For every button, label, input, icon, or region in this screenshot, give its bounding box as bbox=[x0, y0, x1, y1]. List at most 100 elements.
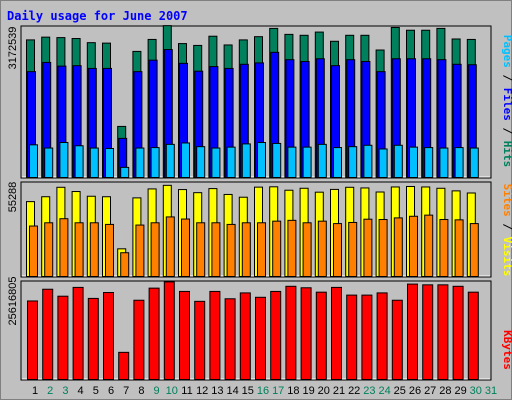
kbytes-bar bbox=[42, 288, 54, 381]
day-tick-label: 3 bbox=[62, 385, 68, 397]
day-tick-label: 1 bbox=[32, 385, 38, 397]
sites-bar bbox=[29, 225, 38, 278]
kbytes-bar bbox=[103, 292, 114, 381]
day-tick-label: 20 bbox=[318, 385, 330, 397]
kbytes-bar bbox=[239, 292, 251, 381]
pages-bar bbox=[439, 147, 449, 179]
day-tick-label: 23 bbox=[363, 385, 375, 397]
kbytes-bar bbox=[467, 291, 479, 381]
pages-bar bbox=[363, 144, 373, 179]
kbytes-bar bbox=[87, 297, 99, 380]
day-tick-label: 17 bbox=[272, 385, 284, 397]
y-max-label-hits: 3172539 bbox=[7, 27, 19, 70]
day-tick-label: 2 bbox=[47, 385, 53, 397]
pages-bar bbox=[105, 148, 114, 178]
kbytes-bar bbox=[270, 290, 282, 380]
sites-bar bbox=[378, 219, 388, 277]
day-tick-label: 26 bbox=[409, 385, 421, 397]
kbytes-bar bbox=[361, 294, 373, 380]
sites-bar bbox=[424, 214, 434, 278]
legend-entry: / bbox=[501, 68, 512, 88]
kbytes-bar bbox=[452, 285, 464, 381]
sites-bar bbox=[211, 222, 221, 278]
y-max-label-visits: 55288 bbox=[7, 182, 19, 213]
legend-entry: KBytes bbox=[501, 330, 512, 370]
legend-entry: Pages bbox=[501, 35, 512, 68]
day-tick-label: 7 bbox=[123, 385, 129, 397]
kbytes-bar bbox=[300, 287, 312, 380]
sites-bar bbox=[89, 222, 99, 278]
pages-bar bbox=[424, 147, 434, 179]
day-tick-label: 28 bbox=[439, 385, 451, 397]
sites-bar bbox=[317, 220, 327, 278]
sites-bar bbox=[74, 222, 84, 278]
day-tick-label: 19 bbox=[302, 385, 314, 397]
pages-bar bbox=[287, 146, 297, 178]
day-tick-label: 4 bbox=[78, 385, 84, 397]
day-tick-label: 22 bbox=[348, 385, 360, 397]
pages-bar bbox=[257, 142, 266, 178]
sites-bar bbox=[333, 223, 342, 278]
pages-bar bbox=[89, 147, 99, 179]
day-tick-label: 25 bbox=[394, 385, 406, 397]
pages-bar bbox=[272, 142, 282, 178]
kbytes-bar bbox=[148, 287, 160, 380]
legend-kbytes: KBytes bbox=[501, 330, 512, 370]
sites-bar bbox=[44, 222, 54, 278]
kbytes-bar bbox=[224, 298, 236, 380]
day-tick-label: 31 bbox=[485, 385, 497, 397]
kbytes-bar bbox=[194, 300, 206, 380]
pages-bar bbox=[348, 146, 358, 179]
sites-bar bbox=[241, 222, 251, 278]
kbytes-bar bbox=[422, 284, 434, 380]
sites-bar bbox=[150, 222, 160, 278]
day-tick-label: 16 bbox=[257, 385, 269, 397]
day-tick-label: 6 bbox=[108, 385, 114, 397]
legend-entry: / bbox=[501, 217, 512, 237]
kbytes-bar bbox=[133, 299, 145, 380]
sites-bar bbox=[439, 219, 449, 277]
pages-bar bbox=[302, 146, 312, 178]
sites-bar bbox=[165, 216, 175, 277]
pages-bar bbox=[29, 144, 38, 178]
day-tick-label: 10 bbox=[166, 385, 178, 397]
day-tick-label: 5 bbox=[93, 385, 99, 397]
day-tick-label: 29 bbox=[454, 385, 466, 397]
day-tick-label: 14 bbox=[226, 385, 238, 397]
pages-bar bbox=[378, 148, 388, 179]
day-tick-label: 21 bbox=[333, 385, 345, 397]
pages-bar bbox=[317, 143, 327, 179]
day-tick-label: 24 bbox=[378, 385, 390, 397]
legend-entry: Sites bbox=[501, 184, 512, 217]
sites-bar bbox=[287, 219, 297, 278]
pages-bar bbox=[120, 166, 130, 178]
sites-bar bbox=[409, 215, 418, 277]
graph-title: Daily usage for June 2007 bbox=[7, 9, 188, 23]
pages-bar bbox=[44, 147, 54, 179]
kbytes-bar bbox=[376, 292, 388, 381]
sites-bar bbox=[196, 222, 206, 278]
kbytes-bar bbox=[407, 283, 418, 380]
legend-entry: Hits bbox=[501, 141, 512, 168]
kbytes-bar bbox=[72, 286, 84, 380]
sites-bar bbox=[393, 217, 403, 277]
sites-bar bbox=[348, 221, 358, 277]
pages-bar bbox=[469, 147, 479, 179]
sites-bar bbox=[181, 218, 190, 278]
kbytes-bar bbox=[346, 294, 358, 380]
day-tick-label: 11 bbox=[181, 385, 192, 397]
pages-bar bbox=[393, 144, 403, 179]
sites-bar bbox=[135, 224, 145, 278]
pages-bar bbox=[211, 147, 221, 179]
kbytes-bar bbox=[209, 290, 221, 380]
sites-bar bbox=[105, 223, 114, 278]
pages-bar bbox=[165, 143, 175, 179]
day-tick-label: 15 bbox=[242, 385, 254, 397]
pages-bar bbox=[226, 146, 236, 178]
kbytes-bar bbox=[285, 285, 297, 381]
pages-bar bbox=[409, 146, 418, 178]
kbytes-bar bbox=[57, 295, 69, 381]
legend-entry: / bbox=[501, 121, 512, 141]
pages-bar bbox=[59, 142, 69, 178]
